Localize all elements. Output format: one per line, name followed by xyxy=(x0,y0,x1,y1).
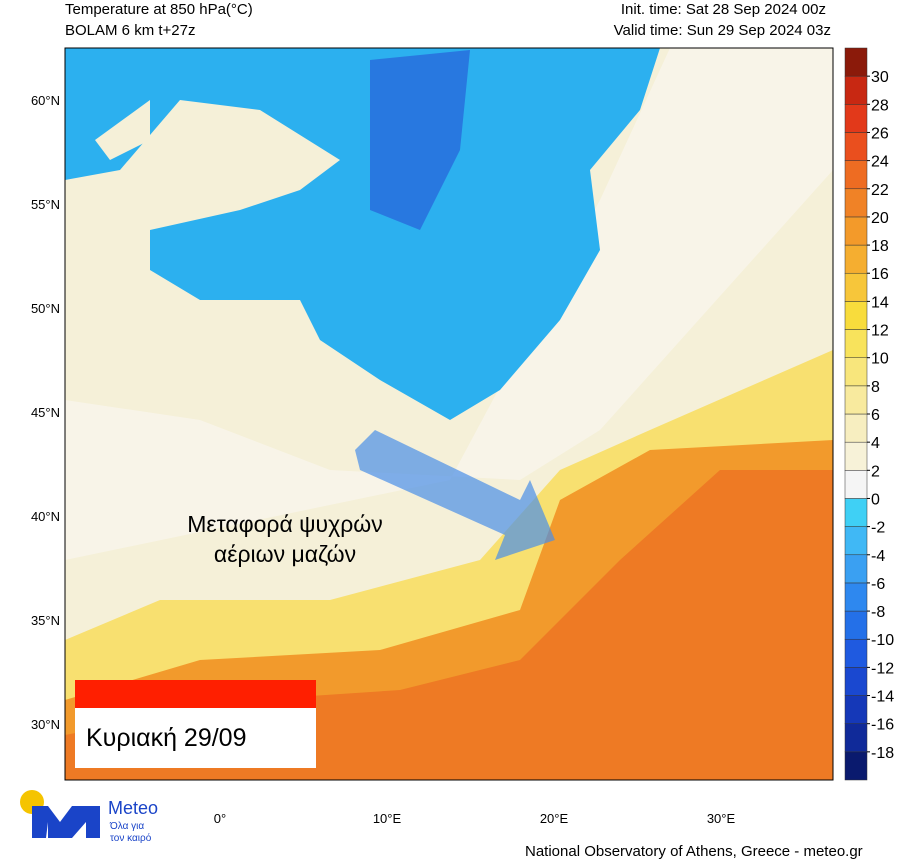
colorbar-box xyxy=(844,441,868,471)
colorbar-label: -16 xyxy=(871,717,894,734)
map-frame xyxy=(64,47,834,781)
footer: National Observatory of Athens, Greece -… xyxy=(525,843,863,860)
colorbar-label: 18 xyxy=(871,238,889,255)
graticule-labels: 60°N 55°N 50°N 45°N 40°N 35°N 30°N 0° 10°E 20°E 30… xyxy=(31,93,736,826)
colorbar: 302826242220181614121086420-2-4-6-8-10-1… xyxy=(844,47,894,781)
logo: Meteo Όλα για τον καιρό xyxy=(20,790,158,844)
colorbar-label: 12 xyxy=(871,323,889,340)
title: Temperature at 850 hPa(°C) xyxy=(65,1,253,18)
lon-label: 0° xyxy=(214,811,226,826)
colorbar-label: -12 xyxy=(871,660,894,677)
annotation-line: αέριων μαζών xyxy=(214,541,356,567)
colorbar-box xyxy=(844,695,868,724)
valid-time: Valid time: Sun 29 Sep 2024 03z xyxy=(614,22,831,39)
colorbar-box xyxy=(844,132,868,161)
lat-label: 55°N xyxy=(31,197,60,212)
colorbar-box xyxy=(844,357,868,387)
logo-tagline: Όλα για xyxy=(109,821,144,832)
colorbar-box xyxy=(844,470,868,499)
colorbar-box xyxy=(844,160,868,190)
colorbar-box xyxy=(844,413,868,443)
colorbar-label: 24 xyxy=(871,154,889,171)
colorbar-label: 26 xyxy=(871,125,889,142)
colorbar-label: 0 xyxy=(871,491,880,508)
colorbar-label: 4 xyxy=(871,435,880,452)
lon-label: 30°E xyxy=(707,811,736,826)
lat-label: 40°N xyxy=(31,509,60,524)
colorbar-label: 22 xyxy=(871,182,889,199)
colorbar-box xyxy=(844,329,868,358)
colorbar-box xyxy=(844,582,868,612)
cold-zone xyxy=(65,48,660,420)
colorbar-box xyxy=(844,498,868,527)
colorbar-box xyxy=(844,188,868,218)
logo-mark xyxy=(32,806,100,838)
colorbar-label: 2 xyxy=(871,463,880,480)
colorbar-box xyxy=(844,47,868,77)
land-patch xyxy=(95,100,150,160)
lon-label: 10°E xyxy=(373,811,402,826)
colorbar-label: 16 xyxy=(871,266,889,283)
colorbar-box xyxy=(844,272,868,302)
lat-label: 30°N xyxy=(31,717,60,732)
colorbar-label: -6 xyxy=(871,576,885,593)
colorbar-label: -18 xyxy=(871,745,894,762)
date-bar xyxy=(75,680,316,708)
colorbar-label: -14 xyxy=(871,689,894,706)
colorbar-box xyxy=(844,554,868,584)
date-box xyxy=(75,708,316,768)
colorbar-box xyxy=(844,244,868,274)
logo-name: Meteo xyxy=(108,798,158,818)
lat-label: 50°N xyxy=(31,301,60,316)
colorbar-label: 14 xyxy=(871,294,889,311)
colorbar-label: 28 xyxy=(871,97,889,114)
colorbar-label: 10 xyxy=(871,351,889,368)
init-time: Init. time: Sat 28 Sep 2024 00z xyxy=(621,1,826,18)
lat-label: 35°N xyxy=(31,613,60,628)
colorbar-box xyxy=(844,667,868,696)
lat-label: 45°N xyxy=(31,405,60,420)
colorbar-box xyxy=(844,526,868,556)
warm-zone xyxy=(65,48,833,560)
logo-tagline: τον καιρό xyxy=(110,832,152,844)
colorbar-label: 6 xyxy=(871,407,880,424)
colorbar-label: -4 xyxy=(871,548,885,565)
colorbar-label: -8 xyxy=(871,604,885,621)
model: BOLAM 6 km t+27z xyxy=(65,22,195,39)
colorbar-box xyxy=(844,385,868,415)
colorbar-label: -2 xyxy=(871,520,885,537)
coldest-zone xyxy=(370,50,470,230)
colorbar-box xyxy=(844,104,868,133)
lat-label: 60°N xyxy=(31,93,60,108)
date-label: Κυριακή 29/09 xyxy=(86,724,247,752)
map: Μεταφορά ψυχρών αέριων μαζών Κυριακή 29/… xyxy=(64,47,834,781)
colorbar-label: 20 xyxy=(871,210,889,227)
annotation-line: Μεταφορά ψυχρών xyxy=(187,511,383,537)
colorbar-box xyxy=(844,723,868,753)
colorbar-box xyxy=(844,610,868,640)
colorbar-label: 8 xyxy=(871,379,880,396)
colorbar-label: -10 xyxy=(871,632,894,649)
colorbar-box xyxy=(844,75,868,105)
colorbar-box xyxy=(844,638,868,668)
flow-arrow xyxy=(355,430,555,560)
colorbar-label: 30 xyxy=(871,69,889,86)
colorbar-box xyxy=(844,301,868,330)
colorbar-box xyxy=(844,751,868,781)
lon-label: 20°E xyxy=(540,811,569,826)
colorbar-box xyxy=(844,216,868,246)
